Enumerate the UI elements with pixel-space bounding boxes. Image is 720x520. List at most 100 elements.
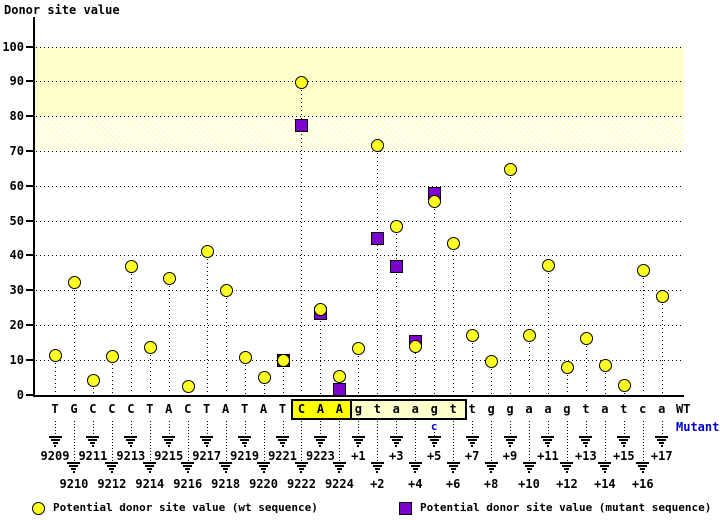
y-tick: [26, 185, 34, 187]
ground-bar: [148, 471, 151, 473]
ground-bar: [562, 465, 572, 467]
stem: [415, 341, 416, 394]
ground-bar: [317, 442, 323, 444]
ground-bar: [433, 445, 436, 447]
ground-bar: [452, 471, 455, 473]
ground-bar: [503, 436, 517, 438]
ground-symbol-icon: [200, 436, 214, 447]
ground-symbol-icon: [655, 436, 669, 447]
ground-symbol-icon: [162, 436, 176, 447]
y-tick-label: 90: [9, 74, 24, 88]
ground-bar: [181, 462, 195, 464]
stem: [226, 290, 227, 394]
position-label: +13: [575, 449, 597, 463]
ground-stem: [226, 421, 227, 462]
ground-stem: [150, 421, 151, 462]
ground-bar: [546, 445, 549, 447]
ground-symbol-icon: [276, 436, 290, 447]
ground-bar: [581, 439, 591, 441]
wt-point: [238, 351, 252, 365]
position-label: +4: [408, 477, 423, 491]
ground-bar: [204, 442, 210, 444]
sequence-letter: a: [544, 402, 552, 416]
ground-bar: [296, 465, 306, 467]
stem: [453, 243, 454, 394]
ground-stem: [624, 421, 625, 436]
ground-symbol-icon: [598, 462, 612, 473]
page-title: Donor site value: [4, 3, 120, 17]
ground-stem: [283, 421, 284, 436]
ground-bar: [584, 445, 587, 447]
ground-stem: [643, 421, 644, 462]
ground-stem: [415, 421, 416, 462]
wt-point: [655, 290, 669, 304]
wt-point: [49, 349, 62, 363]
sequence-letter: A: [259, 402, 268, 416]
ground-symbol-icon: [351, 436, 365, 447]
stem: [510, 169, 511, 394]
sequence-letter: T: [203, 402, 211, 416]
ground-bar: [71, 468, 77, 470]
ground-stem: [207, 421, 208, 436]
ground-bar: [147, 468, 153, 470]
ground-bar: [659, 442, 665, 444]
y-tick-label: 10: [9, 353, 24, 367]
y-tick-label: 100: [2, 40, 24, 54]
sequence-letter: a: [411, 402, 419, 416]
ground-bar: [186, 471, 189, 473]
mutant-point: [333, 382, 347, 396]
ground-bar: [431, 442, 437, 444]
ground-bar: [660, 445, 663, 447]
gridline: [36, 116, 684, 117]
ground-bar: [166, 442, 172, 444]
sequence-letter: C: [89, 402, 97, 416]
ground-stem: [358, 421, 359, 436]
wt-point: [219, 284, 233, 298]
ground-bar: [280, 442, 286, 444]
stem: [567, 366, 568, 394]
ground-stem: [434, 432, 435, 436]
ground-stem: [264, 421, 265, 462]
wt-point: [485, 355, 499, 369]
ground-bar: [603, 471, 606, 473]
ground-bar: [261, 468, 267, 470]
stem: [264, 377, 265, 394]
ground-bar: [313, 436, 327, 438]
sequence-letter: C: [297, 402, 306, 416]
ground-stem: [55, 421, 56, 436]
mutant-point: [295, 118, 309, 132]
sequence-letter: T: [278, 402, 287, 416]
gridline: [36, 47, 684, 48]
ground-bar: [657, 439, 667, 441]
ground-symbol-icon: [427, 436, 441, 447]
ground-symbol-icon: [67, 462, 81, 473]
position-label: 9212: [97, 477, 127, 491]
y-axis: [33, 17, 35, 397]
ground-bar: [564, 468, 570, 470]
position-label: +14: [593, 477, 616, 491]
ground-bar: [484, 462, 498, 464]
ground-bar: [467, 439, 477, 441]
y-tick: [26, 394, 34, 396]
ground-bar: [332, 462, 346, 464]
ground-symbol-icon: [257, 462, 271, 473]
ground-bar: [486, 465, 496, 467]
stem: [320, 308, 321, 394]
ground-bar: [450, 468, 456, 470]
ground-symbol-icon: [124, 436, 138, 447]
gridline: [36, 186, 684, 187]
ground-stem: [93, 421, 94, 436]
ground-bar: [298, 468, 304, 470]
ground-bar: [110, 471, 113, 473]
ground-symbol-icon: [389, 436, 403, 447]
ground-symbol-icon: [446, 462, 460, 473]
ground-symbol-icon: [294, 462, 308, 473]
sequence-letter: t: [620, 402, 628, 416]
ground-bar: [72, 471, 75, 473]
y-tick-label: 50: [9, 214, 24, 228]
ground-bar: [221, 465, 231, 467]
y-tick-label: 0: [16, 388, 24, 402]
y-tick-label: 80: [9, 109, 24, 123]
ground-bar: [219, 462, 233, 464]
stem: [283, 360, 284, 394]
